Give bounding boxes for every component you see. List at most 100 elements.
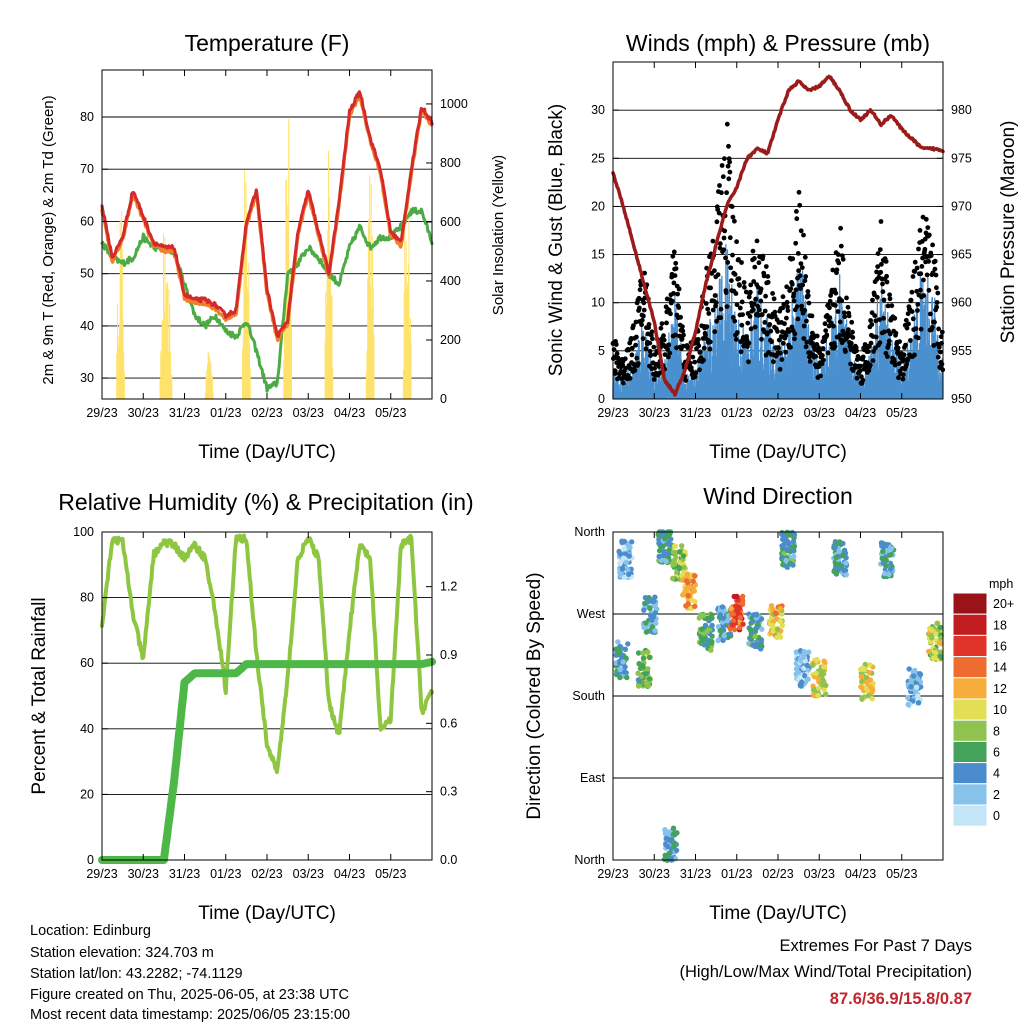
direction-point: [793, 649, 800, 655]
gust-point: [800, 282, 806, 288]
direction-point: [629, 539, 635, 545]
gust-point: [832, 344, 838, 349]
direction-point: [859, 678, 865, 685]
gust-point: [637, 305, 642, 311]
info-location: Location: Edinburg: [30, 923, 151, 939]
gust-point: [729, 204, 735, 210]
direction-point: [938, 640, 944, 647]
wind-xtick-label: 01/23: [721, 406, 752, 420]
rh-xtick-label: 04/23: [334, 867, 365, 881]
direction-point: [773, 610, 779, 616]
gust-point: [833, 303, 838, 308]
direction-point: [617, 674, 623, 681]
gust-point: [771, 359, 776, 365]
direction-point: [708, 647, 714, 653]
gust-point: [870, 358, 876, 363]
direction-point: [913, 684, 920, 690]
gust-point: [747, 314, 753, 319]
gust-point: [626, 347, 631, 353]
direction-point: [791, 548, 797, 554]
direction-point: [676, 565, 683, 572]
gust-point: [886, 342, 892, 347]
direction-point: [906, 666, 912, 672]
direction-point: [858, 684, 864, 690]
temp-xtick-label: 05/23: [375, 406, 406, 420]
gust-point: [802, 278, 808, 284]
direction-point: [917, 671, 924, 678]
gust-point: [880, 289, 886, 295]
direction-point: [622, 646, 628, 652]
gust-point: [634, 334, 639, 340]
gust-point: [798, 261, 804, 266]
direction-point: [656, 553, 662, 560]
direction-point: [720, 637, 726, 643]
direction-point: [685, 593, 691, 599]
direction-point: [791, 532, 798, 538]
direction-point: [702, 622, 709, 629]
gust-point: [740, 312, 745, 317]
gust-point: [665, 354, 671, 360]
direction-point: [619, 654, 625, 660]
gust-point: [634, 355, 640, 361]
gust-point: [882, 329, 887, 335]
gust-point: [916, 246, 921, 252]
gust-point: [884, 273, 889, 279]
wind-y2tick-label: 950: [951, 392, 972, 406]
direction-point: [635, 650, 642, 656]
wind-xtick-label: 29/23: [597, 406, 628, 420]
gust-point: [759, 312, 765, 318]
direction-point: [843, 560, 849, 566]
direction-point: [623, 559, 629, 566]
gust-point: [735, 330, 740, 335]
gust-point: [804, 318, 809, 324]
gust-point: [712, 268, 717, 274]
direction-point: [715, 637, 721, 644]
direction-point: [926, 648, 932, 655]
dir-title: Wind Direction: [703, 483, 853, 509]
gust-point: [739, 260, 744, 265]
direction-point: [708, 639, 714, 646]
direction-point: [867, 684, 874, 690]
legend-label: 2: [993, 788, 1000, 802]
gust-point: [887, 331, 893, 337]
gust-point: [929, 324, 935, 330]
gust-point: [795, 316, 801, 322]
direction-point: [810, 687, 817, 693]
gust-point: [827, 298, 833, 304]
gust-point: [629, 345, 635, 351]
gust-point: [785, 308, 791, 313]
gust-point: [786, 329, 792, 334]
direction-point: [647, 605, 653, 611]
gust-point: [803, 344, 809, 350]
direction-point: [734, 593, 740, 600]
gust-point: [726, 176, 732, 182]
gust-point: [938, 334, 944, 340]
gust-point: [670, 298, 675, 304]
gust-point: [915, 335, 921, 341]
rh-ytick-label: 80: [80, 591, 94, 605]
gust-point: [784, 299, 790, 305]
gust-point: [631, 323, 636, 329]
direction-point: [880, 548, 886, 554]
gust-point: [869, 322, 875, 327]
gust-point: [751, 279, 757, 284]
rh-ylabel-left: Percent & Total Rainfall: [29, 597, 50, 794]
gust-point: [642, 270, 647, 276]
gust-point: [846, 327, 851, 333]
gust-point: [819, 361, 825, 367]
temp-ytick-label: 40: [80, 319, 94, 333]
rh-ytick-label: 20: [80, 787, 94, 801]
gust-point: [659, 321, 665, 326]
gust-point: [620, 362, 626, 368]
rh-title: Relative Humidity (%) & Precipitation (i…: [58, 489, 473, 515]
gust-point: [796, 268, 801, 274]
direction-point: [860, 665, 866, 671]
gust-point: [725, 260, 731, 265]
direction-point: [670, 575, 676, 582]
direction-point: [747, 626, 753, 632]
gust-point: [697, 367, 702, 373]
rh-y2tick-label: 0.3: [440, 785, 457, 799]
direction-point: [888, 566, 894, 572]
direction-point: [886, 552, 892, 558]
gust-point: [727, 235, 733, 241]
